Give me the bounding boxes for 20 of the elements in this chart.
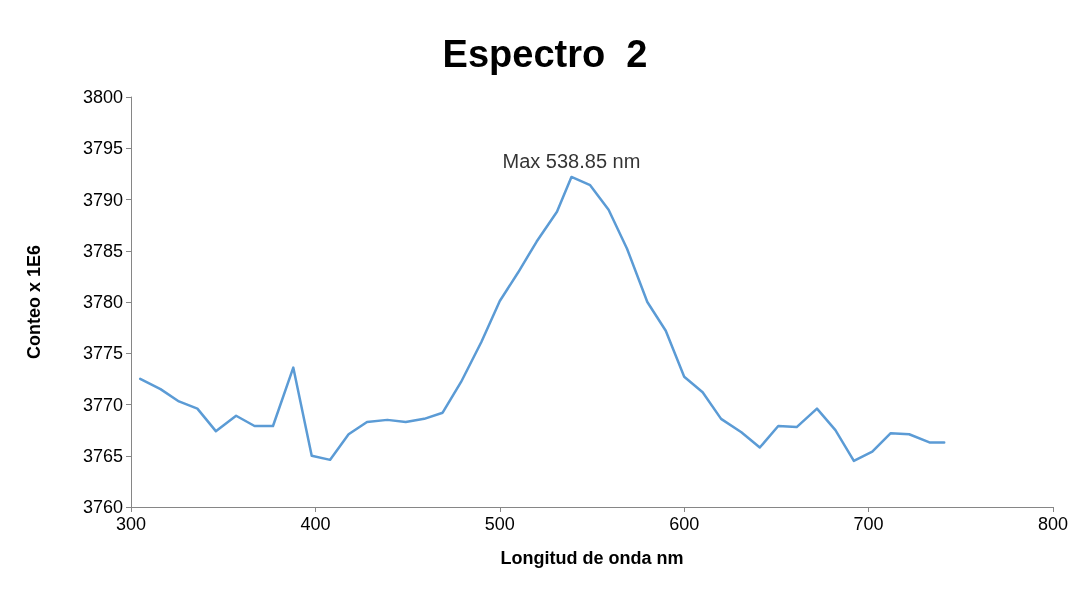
annotation: Max 538.85 nm — [502, 149, 641, 172]
chart-title: Espectro 2 — [442, 33, 648, 75]
y-tick-label: 3790 — [82, 189, 123, 210]
y-tick-label: 3785 — [82, 240, 123, 261]
x-axis-title: Longitud de onda nm — [500, 548, 684, 568]
line-series — [138, 175, 946, 463]
x-tick-label: 600 — [669, 514, 700, 534]
x-tick-label: 700 — [853, 514, 884, 534]
y-tick-label: 3800 — [82, 87, 123, 107]
y-tick-label: 3780 — [82, 292, 123, 312]
y-tick-label: 3770 — [82, 394, 123, 415]
y-tick-label: 3775 — [82, 343, 123, 364]
y-axis-title: Conteo x 1E6 — [24, 244, 44, 360]
y-tick-label: 3765 — [82, 445, 123, 466]
x-tick-label: 500 — [484, 514, 515, 534]
x-tick-label: 800 — [1037, 514, 1069, 534]
x-tick-label: 400 — [300, 514, 331, 534]
y-tick-label: 3760 — [82, 497, 123, 517]
y-tick-label: 3795 — [82, 138, 123, 159]
x-tick-label: 300 — [115, 514, 147, 534]
